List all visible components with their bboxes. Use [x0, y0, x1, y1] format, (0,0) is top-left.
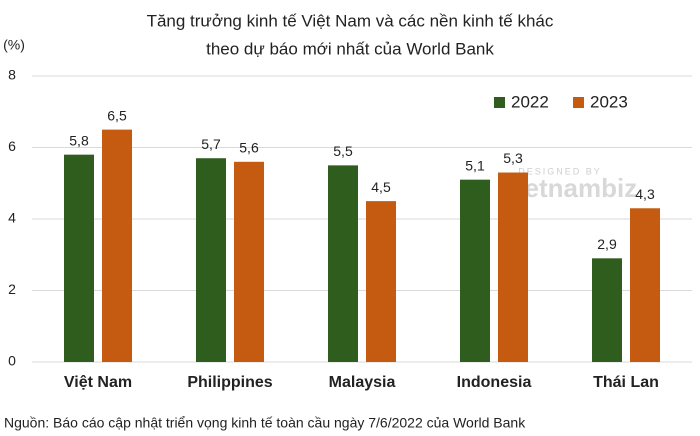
- bar: [460, 179, 490, 362]
- chart-title: theo dự báo mới nhất của World Bank: [206, 39, 494, 58]
- value-label: 4,3: [635, 186, 655, 202]
- bar: [592, 258, 622, 362]
- legend-swatch: [494, 97, 505, 108]
- y-axis-label: (%): [3, 37, 25, 53]
- value-label: 5,5: [333, 143, 353, 159]
- legend-swatch: [573, 97, 584, 108]
- bar: [366, 201, 396, 362]
- value-label: 2,9: [597, 236, 617, 252]
- x-tick-label: Philippines: [187, 374, 272, 391]
- value-label: 6,5: [107, 107, 127, 123]
- bar: [64, 154, 94, 362]
- y-tick-label: 4: [8, 210, 16, 226]
- x-tick-label: Thái Lan: [593, 374, 659, 391]
- bar: [328, 165, 358, 362]
- x-tick-label: Indonesia: [457, 374, 532, 391]
- source-note: Nguồn: Báo cáo cập nhật triển vọng kinh …: [4, 415, 526, 431]
- bar: [102, 129, 132, 362]
- chart-title: Tăng trưởng kinh tế Việt Nam và các nền …: [147, 11, 554, 30]
- value-label: 5,6: [239, 140, 259, 156]
- x-tick-label: Malaysia: [329, 374, 396, 391]
- x-tick-label: Việt Nam: [64, 374, 132, 391]
- y-tick-label: 2: [8, 281, 16, 297]
- bar: [630, 208, 660, 362]
- watermark: DESIGNED BY: [518, 166, 602, 176]
- bar: [234, 161, 264, 362]
- value-label: 5,7: [201, 136, 221, 152]
- y-tick-label: 8: [8, 67, 16, 83]
- value-label: 5,3: [503, 150, 523, 166]
- value-label: 5,1: [465, 157, 485, 173]
- legend-label: 2023: [590, 92, 628, 111]
- legend-label: 2022: [511, 92, 549, 111]
- y-tick-label: 6: [8, 138, 16, 154]
- bar: [196, 158, 226, 362]
- bar: [498, 172, 528, 362]
- value-label: 5,8: [69, 132, 89, 148]
- y-tick-label: 0: [8, 353, 16, 369]
- value-label: 4,5: [371, 179, 391, 195]
